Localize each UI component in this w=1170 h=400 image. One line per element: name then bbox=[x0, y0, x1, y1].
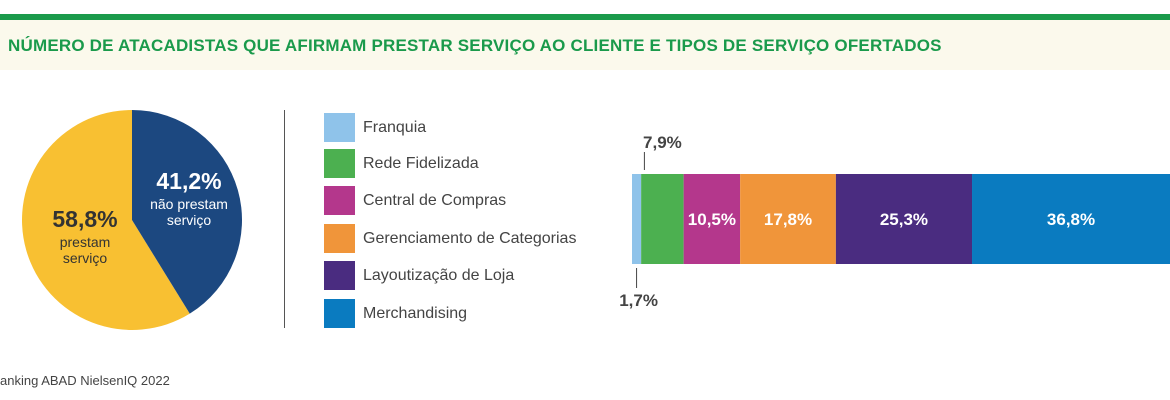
bar-labels: 1,7% 7,9% 10,5% 17,8% 25,3% 36,8% bbox=[619, 133, 1095, 310]
legend-item-rede-fidelizada: Rede Fidelizada bbox=[324, 146, 614, 180]
title-band bbox=[0, 20, 1170, 70]
legend-label-rede-fidelizada: Rede Fidelizada bbox=[363, 155, 479, 172]
legend-item-layoutizacao: Layoutização de Loja bbox=[324, 258, 614, 292]
bar-label-franquia: 1,7% bbox=[619, 291, 658, 310]
legend-swatch-franquia bbox=[324, 113, 355, 142]
divider bbox=[284, 110, 285, 328]
bar-segment-merchandising bbox=[972, 174, 1170, 264]
pie-caption-nao-prestam-2: serviço bbox=[166, 212, 212, 229]
bar-segments bbox=[632, 174, 1170, 264]
legend-swatch-merchandising bbox=[324, 299, 355, 328]
legend-item-central-de-compras: Central de Compras bbox=[324, 183, 614, 217]
legend-item-franquia: Franquia bbox=[324, 110, 614, 144]
legend-swatch-central-de-compras bbox=[324, 186, 355, 215]
legend-label-franquia: Franquia bbox=[363, 119, 427, 136]
pie-value-prestam: 58,8% bbox=[52, 206, 118, 232]
legend-label-gerenciamento: Gerenciamento de Categorias bbox=[363, 230, 577, 247]
pie-label-nao-prestam: 41,2% não prestam serviço bbox=[144, 168, 234, 229]
legend-label-layoutizacao: Layoutização de Loja bbox=[363, 267, 515, 284]
pie-caption-prestam-1: prestam bbox=[59, 233, 111, 250]
bar-segment-central-de-compras bbox=[683, 174, 741, 264]
pie-chart: 58,8% prestam serviço 41,2% não prestam … bbox=[22, 110, 242, 330]
legend-swatch-gerenciamento bbox=[324, 224, 355, 253]
source-note: anking ABAD NielsenIQ 2022 bbox=[0, 373, 170, 388]
pie-slice-nao-prestam bbox=[132, 110, 242, 314]
pie-label-prestam: 58,8% prestam serviço bbox=[40, 206, 130, 267]
pie-caption-nao-prestam-1: não prestam bbox=[150, 195, 228, 212]
bar-label-central-de-compras: 10,5% bbox=[688, 210, 736, 229]
legend-label-merchandising: Merchandising bbox=[363, 305, 468, 322]
pie-svg bbox=[22, 110, 242, 330]
bar-label-layoutizacao-de-loja: 25,3% bbox=[880, 210, 928, 229]
bar-label-merchandising: 36,8% bbox=[1047, 210, 1095, 229]
chart-title: NÚMERO DE ATACADISTAS QUE AFIRMAM PRESTA… bbox=[8, 36, 942, 55]
legend-swatch-layoutizacao bbox=[324, 261, 355, 290]
bar-segment-rede-fidelizada bbox=[641, 174, 684, 264]
pie-slice-prestam bbox=[22, 110, 190, 330]
legend-item-merchandising: Merchandising bbox=[324, 296, 614, 330]
bar-label-gerenciamento-de-categorias: 17,8% bbox=[764, 210, 812, 229]
bar-segment-gerenciamento-de-categorias bbox=[740, 174, 836, 264]
legend-item-gerenciamento: Gerenciamento de Categorias bbox=[324, 221, 614, 255]
pie-value-nao-prestam: 41,2% bbox=[156, 168, 222, 194]
bar-segment-layoutizacao-de-loja bbox=[835, 174, 973, 264]
legend-label-central-de-compras: Central de Compras bbox=[363, 192, 507, 209]
bar-segment-franquia bbox=[632, 174, 642, 264]
legend-swatch-rede-fidelizada bbox=[324, 149, 355, 178]
bar-label-rede-fidelizada: 7,9% bbox=[643, 133, 682, 152]
pie-caption-prestam-2: serviço bbox=[62, 250, 108, 267]
top-rule bbox=[0, 14, 1170, 20]
